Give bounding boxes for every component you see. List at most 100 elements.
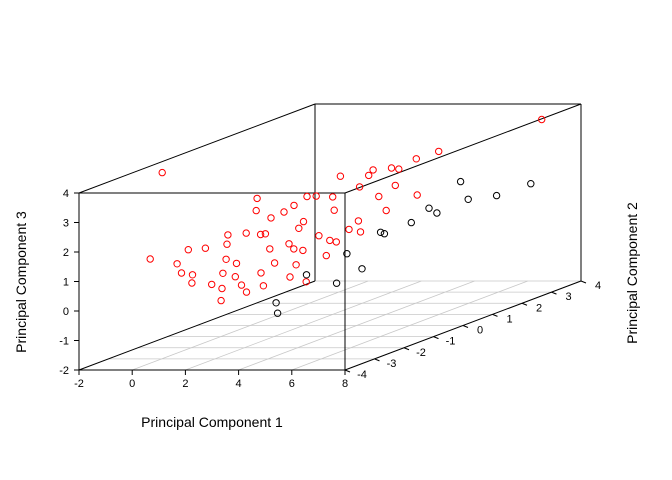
data-point [303, 192, 311, 201]
data-point [219, 269, 227, 277]
data-point [433, 209, 441, 217]
z-tick-label: 4 [63, 188, 69, 200]
data-point [188, 271, 197, 279]
box-edge [78, 280, 316, 371]
data-point [345, 225, 353, 234]
data-point [290, 201, 298, 210]
data-point [217, 296, 225, 305]
y-tick-mark [433, 336, 439, 340]
data-point [267, 214, 275, 222]
x-tick-label: 4 [236, 378, 242, 390]
data-point [266, 245, 274, 253]
data-point [223, 240, 231, 248]
data-point [527, 180, 535, 188]
data-point [218, 284, 226, 293]
y-tick-label: -3 [387, 358, 397, 370]
data-point [253, 194, 261, 203]
data-point [280, 208, 288, 216]
x-tick-label: 8 [342, 378, 348, 390]
data-point [330, 206, 338, 214]
y-tick-mark [403, 347, 410, 351]
data-point [382, 206, 390, 215]
data-point [273, 309, 282, 317]
data-point [492, 191, 501, 200]
data-point [292, 261, 300, 269]
data-point [387, 164, 396, 172]
data-point [425, 204, 433, 212]
data-point [356, 228, 365, 236]
data-point [355, 183, 364, 191]
x-tick-label: 0 [129, 378, 135, 390]
data-point [252, 206, 260, 215]
data-point [413, 191, 421, 199]
data-point [256, 230, 265, 239]
data-point [201, 244, 210, 252]
z-tick-label: -2 [59, 365, 69, 377]
x-tick-label: -2 [74, 378, 84, 390]
y-tick-label: 0 [477, 325, 483, 337]
data-point [146, 255, 154, 263]
data-point [358, 265, 366, 273]
y-tick-mark [551, 291, 557, 295]
data-point [332, 238, 340, 246]
data-point [286, 273, 294, 281]
z-tick-label: 2 [63, 247, 69, 259]
data-point [299, 217, 308, 226]
data-point [222, 255, 230, 263]
data-point [376, 228, 385, 237]
data-points [146, 115, 546, 317]
data-point [435, 147, 443, 156]
x-tick-label: 6 [289, 378, 295, 390]
data-point [242, 229, 250, 237]
z-tick-label: 1 [63, 277, 69, 289]
data-point [232, 259, 241, 268]
data-point [270, 259, 279, 267]
data-point [302, 271, 311, 279]
data-point [326, 236, 334, 245]
z-tick-label: 0 [63, 306, 69, 318]
y-tick-label: -1 [446, 336, 456, 348]
y-tick-label: -2 [416, 347, 426, 359]
data-point [261, 230, 270, 238]
y-tick-mark [580, 280, 587, 284]
y-tick-label: -4 [357, 369, 367, 381]
data-point [188, 279, 196, 287]
x-tick-label: 2 [182, 378, 188, 390]
data-point [375, 192, 383, 201]
data-point [538, 115, 546, 124]
y-tick-mark [462, 325, 469, 328]
data-point [173, 260, 181, 268]
data-point [290, 245, 298, 253]
y-tick-mark [344, 369, 351, 373]
y-tick-label: 1 [506, 313, 512, 325]
data-point [272, 299, 280, 307]
data-point [299, 246, 307, 255]
y-tick-label: 3 [565, 291, 571, 303]
y-tick-mark [521, 302, 528, 306]
data-point [312, 192, 320, 200]
data-point [391, 181, 399, 190]
data-point [231, 273, 240, 281]
floor-grid [78, 280, 582, 371]
data-point [259, 282, 268, 290]
z-tick-label: 3 [63, 218, 69, 230]
data-point [224, 231, 232, 239]
data-point [336, 172, 345, 180]
x-axis-title: Principal Component 1 [141, 414, 283, 430]
data-point [456, 177, 465, 186]
data-point [257, 269, 265, 277]
z-tick-label: -1 [59, 336, 69, 348]
data-point [184, 246, 193, 254]
data-point [395, 165, 403, 173]
data-point [464, 195, 472, 204]
data-point [315, 232, 323, 240]
y-tick-mark [492, 313, 498, 317]
data-point [295, 224, 303, 233]
data-point [242, 288, 251, 296]
data-point [329, 193, 337, 201]
data-point [343, 250, 351, 258]
data-point [158, 168, 166, 177]
data-point [369, 166, 377, 174]
axis-ticks: -2 0 2 4 6 8 -2 -1 0 1 2 3 4 -4 -3 -2 -1 0 1 2 3 4 [59, 188, 601, 390]
